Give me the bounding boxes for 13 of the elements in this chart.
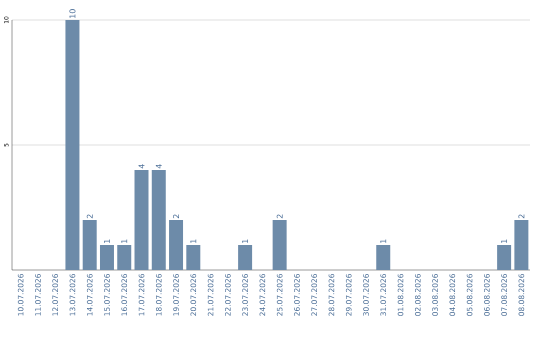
bar: [169, 220, 184, 270]
bar: [272, 220, 287, 270]
bar: [100, 245, 114, 270]
bar: [238, 245, 252, 270]
bar: [186, 245, 200, 270]
bar: [65, 20, 80, 270]
bar: [134, 170, 149, 270]
bar: [376, 245, 390, 270]
bar: [514, 220, 528, 270]
bar: [497, 245, 512, 270]
bar: [152, 170, 166, 270]
bar: [82, 220, 97, 270]
bar: [117, 245, 132, 270]
